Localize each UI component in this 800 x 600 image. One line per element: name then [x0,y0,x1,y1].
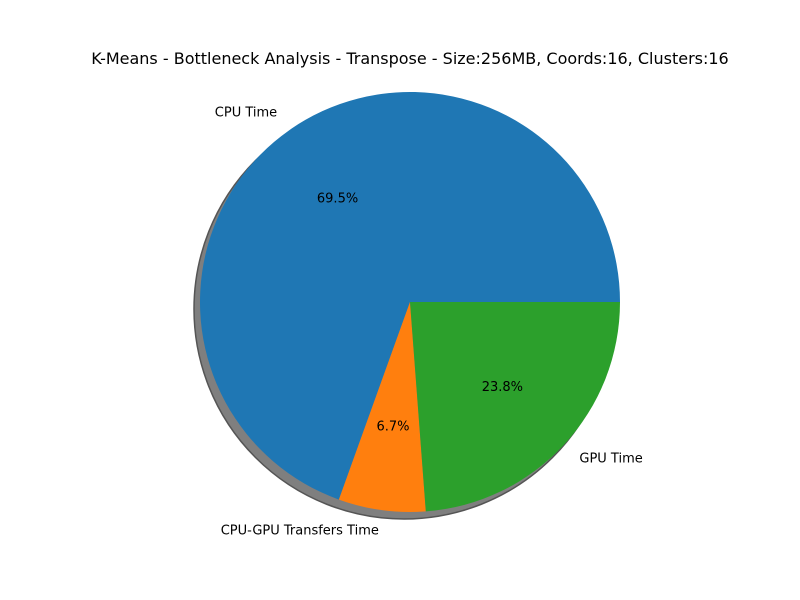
slice-label-gpu-time: GPU Time [579,452,642,467]
pie-slice-cpu-gpu-transfers-time [338,302,426,512]
slice-percent-gpu-time: 23.8% [482,380,523,395]
pie-slice-cpu-time [200,92,620,500]
slice-percent-cpu-gpu-transfers-time: 6.7% [377,419,410,434]
pie-labels: CPU Time 69.5% CPU-GPU Transfers Time 6.7% G… [215,106,643,539]
slice-label-cpu-gpu-transfers-time: CPU-GPU Transfers Time [221,523,379,538]
pie-slice-gpu-time [410,302,620,512]
slice-label-cpu-time: CPU Time [215,106,277,121]
pie-slices [200,92,620,512]
slice-percent-cpu-time: 69.5% [317,191,358,206]
chart-title: K-Means - Bottleneck Analysis - Transpos… [91,49,728,68]
